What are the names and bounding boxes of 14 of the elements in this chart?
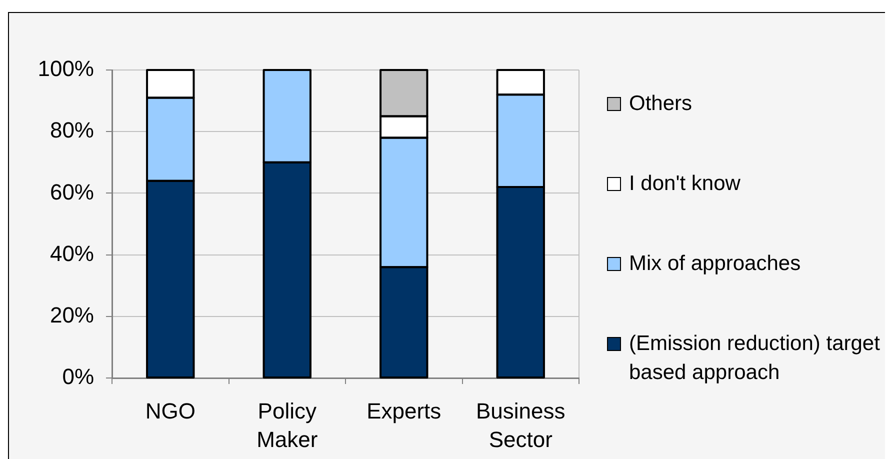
y-tick-label: 0% xyxy=(62,364,94,390)
x-tick-label: Business Sector xyxy=(476,398,566,452)
legend-label: Others xyxy=(629,91,692,117)
y-tick-label: 80% xyxy=(50,118,94,143)
legend-label: (Emission reduction) target based approach xyxy=(629,331,881,386)
y-tick-label: 40% xyxy=(50,240,94,266)
y-tick-label: 20% xyxy=(50,302,94,328)
x-tick-label: NGO xyxy=(145,398,196,424)
legend-label: I don't know xyxy=(629,171,740,197)
y-tick-label: 100% xyxy=(38,56,94,82)
legend-label: Mix of approaches xyxy=(629,251,801,277)
y-tick-label: 60% xyxy=(50,179,94,204)
x-tick-label: Experts xyxy=(366,398,442,424)
x-tick-label: Policy Maker xyxy=(256,398,318,452)
